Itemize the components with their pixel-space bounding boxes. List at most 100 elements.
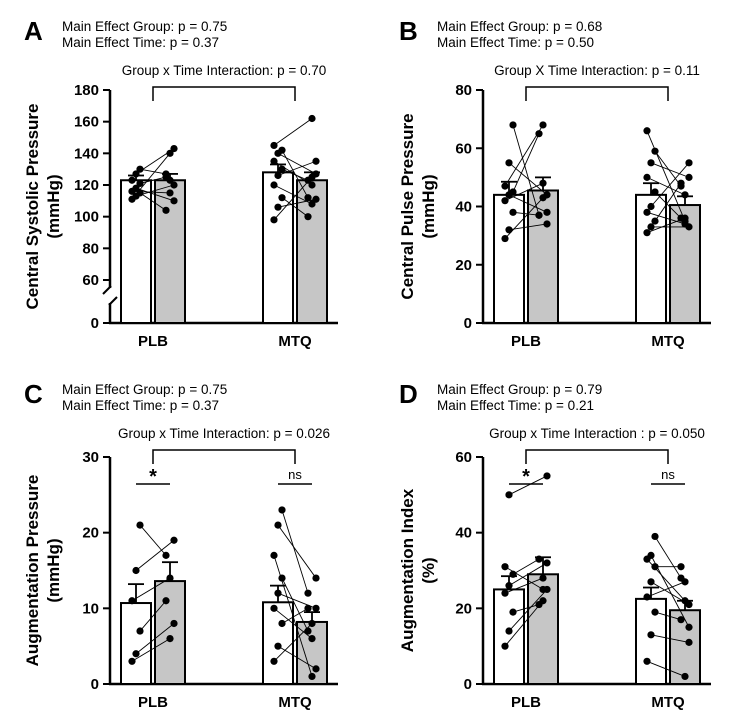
subject-point [677, 563, 685, 571]
panel-label: C [24, 379, 43, 409]
main-effect-text: Main Effect Time: p = 0.37 [62, 398, 219, 413]
bar-post-plb [154, 580, 186, 685]
main-effect-text: Main Effect Group: p = 0.68 [437, 19, 602, 34]
interaction-bracket [525, 86, 669, 101]
y-tick-label: 60 [455, 449, 472, 466]
subject-point [509, 608, 517, 616]
main-effect-text: Main Effect Group: p = 0.75 [62, 19, 227, 34]
x-category-label: PLB [138, 333, 168, 350]
significance-star: * [149, 466, 157, 488]
subject-line [654, 536, 682, 579]
interaction-bracket [525, 449, 669, 464]
subject-point [681, 597, 689, 605]
subject-point [270, 657, 278, 665]
x-category-label: MTQ [651, 333, 685, 350]
subject-line [646, 558, 686, 602]
subject-point [308, 200, 316, 208]
subject-point [681, 217, 689, 225]
subject-point [136, 165, 144, 173]
subject-line [512, 604, 540, 613]
subject-line [512, 211, 540, 216]
subject-line [646, 176, 686, 196]
subject-point [643, 173, 651, 181]
subject-point [505, 627, 513, 635]
y-tick-label: 0 [91, 676, 99, 693]
bar-pre-plb [120, 179, 152, 324]
subject-line [131, 577, 171, 602]
subject-point [308, 619, 316, 628]
subject-point [274, 203, 282, 211]
subject-point [270, 551, 278, 559]
subject-point [677, 616, 685, 624]
subject-point [501, 563, 509, 571]
subject-line [277, 592, 317, 609]
subject-point [312, 157, 320, 165]
y-tick-label: 40 [455, 199, 472, 216]
subject-point [543, 220, 551, 228]
subject-line [139, 168, 167, 175]
subject-point [278, 194, 286, 202]
subject-line [646, 130, 686, 222]
subject-point [162, 597, 170, 605]
subject-line [646, 581, 686, 598]
subject-point [539, 574, 547, 582]
y-tick-label: 60 [82, 272, 99, 289]
subject-line [508, 194, 548, 213]
subject-point [128, 597, 136, 605]
y-axis-label: Central Pulse Pressure (mmHg) [398, 113, 438, 299]
subject-point [132, 184, 140, 192]
subject-point [166, 635, 174, 643]
subject-point [170, 197, 178, 205]
subject-point [270, 216, 278, 224]
subject-point [677, 182, 685, 190]
subject-line [281, 197, 309, 218]
y-tick-label: 20 [455, 257, 472, 274]
bar-post-plb [527, 189, 559, 324]
subject-point [535, 211, 543, 219]
y-tick-label: 0 [464, 676, 472, 693]
subject-line [512, 133, 540, 193]
subject-line [512, 558, 540, 575]
subject-point [647, 578, 655, 586]
subject-point [312, 574, 320, 582]
y-tick-label: 20 [455, 600, 472, 617]
subject-point [128, 176, 136, 184]
subject-point [304, 194, 312, 202]
subject-line [512, 124, 540, 216]
subject-point [312, 604, 320, 612]
interaction-text: Group X Time Interaction: p = 0.11 [494, 63, 700, 78]
panel-label: B [399, 16, 418, 46]
x-category-label: MTQ [278, 333, 312, 350]
subject-point [681, 191, 689, 199]
subject-point [643, 657, 651, 665]
y-tick-label: 10 [82, 600, 99, 617]
subject-point [274, 589, 282, 597]
subject-point [166, 149, 174, 157]
subject-point [651, 563, 659, 571]
subject-point [685, 159, 693, 167]
subject-point [136, 627, 144, 635]
y-tick-label: 100 [74, 209, 99, 226]
subject-point [677, 574, 685, 582]
main-effect-text: Main Effect Time: p = 0.50 [437, 35, 594, 50]
y-tick-label: 40 [455, 525, 472, 542]
subject-point [312, 170, 320, 178]
y-tick-label: 80 [82, 240, 99, 257]
subject-point [651, 532, 659, 541]
subject-line [139, 192, 167, 211]
y-tick-label: 30 [82, 449, 99, 466]
subject-point [270, 604, 278, 612]
interaction-text: Group x Time Interaction : p = 0.050 [489, 426, 705, 441]
subject-line [277, 152, 317, 175]
y-tick-label: 160 [74, 114, 99, 131]
x-category-label: MTQ [278, 694, 312, 711]
subject-point [308, 181, 316, 189]
subject-point [543, 559, 551, 567]
subject-point [685, 173, 693, 181]
subject-line [654, 191, 682, 219]
subject-line [654, 182, 682, 222]
subject-point [136, 189, 144, 197]
subject-line [654, 150, 682, 187]
y-tick-label: 120 [74, 177, 99, 194]
x-category-label: MTQ [651, 694, 685, 711]
